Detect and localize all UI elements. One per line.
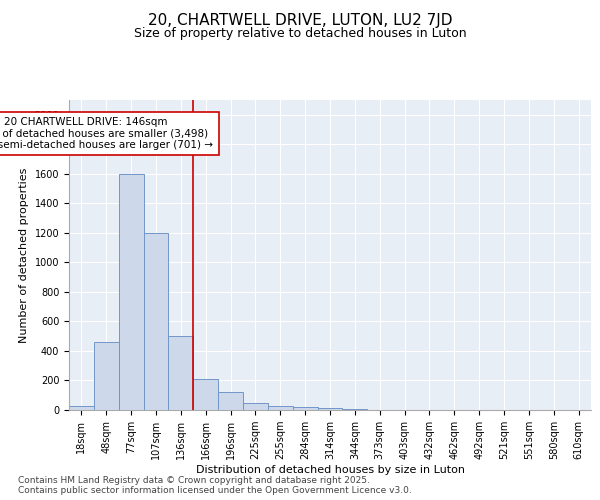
Bar <box>169 336 193 410</box>
Bar <box>218 392 243 410</box>
Y-axis label: Number of detached properties: Number of detached properties <box>19 168 29 342</box>
Bar <box>317 408 343 410</box>
Bar <box>193 379 218 410</box>
Text: 20 CHARTWELL DRIVE: 146sqm
← 83% of detached houses are smaller (3,498)
17% of s: 20 CHARTWELL DRIVE: 146sqm ← 83% of deta… <box>0 117 214 150</box>
Bar <box>143 233 169 410</box>
Bar <box>69 406 94 410</box>
Text: Size of property relative to detached houses in Luton: Size of property relative to detached ho… <box>134 28 466 40</box>
Bar <box>293 407 317 410</box>
Bar <box>94 342 119 410</box>
Text: Contains HM Land Registry data © Crown copyright and database right 2025.
Contai: Contains HM Land Registry data © Crown c… <box>18 476 412 495</box>
Bar <box>268 406 293 410</box>
Bar <box>119 174 143 410</box>
Text: 20, CHARTWELL DRIVE, LUTON, LU2 7JD: 20, CHARTWELL DRIVE, LUTON, LU2 7JD <box>148 12 452 28</box>
Bar <box>343 408 367 410</box>
Bar <box>243 402 268 410</box>
X-axis label: Distribution of detached houses by size in Luton: Distribution of detached houses by size … <box>196 465 464 475</box>
